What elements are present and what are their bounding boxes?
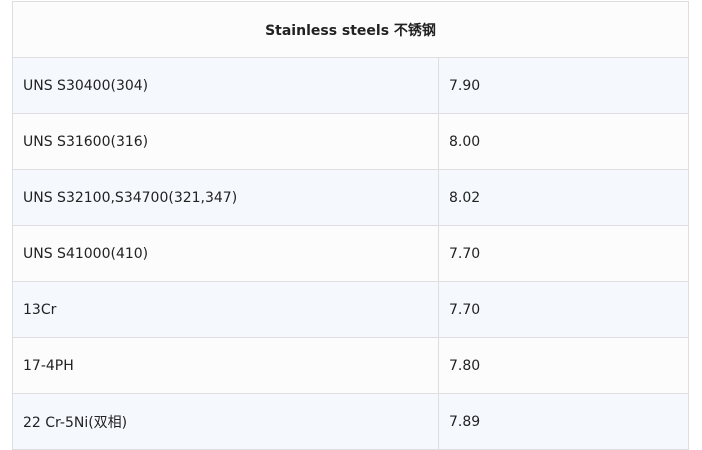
value-cell: 7.70 [438,225,689,282]
table-header-row: Stainless steels 不锈钢 [12,1,689,58]
value-cell: 8.02 [438,169,689,226]
table-row: 22 Cr-5Ni(双相) 7.89 [12,393,689,450]
table-row: 13Cr 7.70 [12,281,689,338]
value-cell: 7.80 [438,337,689,394]
value-cell: 8.00 [438,113,689,170]
value-cell: 7.89 [438,393,689,450]
material-cell: UNS S32100,S34700(321,347) [12,169,439,226]
table-header: Stainless steels 不锈钢 [12,1,689,58]
value-cell: 7.90 [438,57,689,114]
material-cell: UNS S41000(410) [12,225,439,282]
material-cell: 22 Cr-5Ni(双相) [12,393,439,450]
material-cell: UNS S31600(316) [12,113,439,170]
table-row: UNS S32100,S34700(321,347) 8.02 [12,169,689,226]
table-row: UNS S30400(304) 7.90 [12,57,689,114]
stainless-steel-table: Stainless steels 不锈钢 UNS S30400(304) 7.90… [12,1,689,450]
table-row: UNS S41000(410) 7.70 [12,225,689,282]
table-row: 17-4PH 7.80 [12,337,689,394]
material-cell: 17-4PH [12,337,439,394]
value-cell: 7.70 [438,281,689,338]
table-row: UNS S31600(316) 8.00 [12,113,689,170]
material-cell: UNS S30400(304) [12,57,439,114]
material-cell: 13Cr [12,281,439,338]
